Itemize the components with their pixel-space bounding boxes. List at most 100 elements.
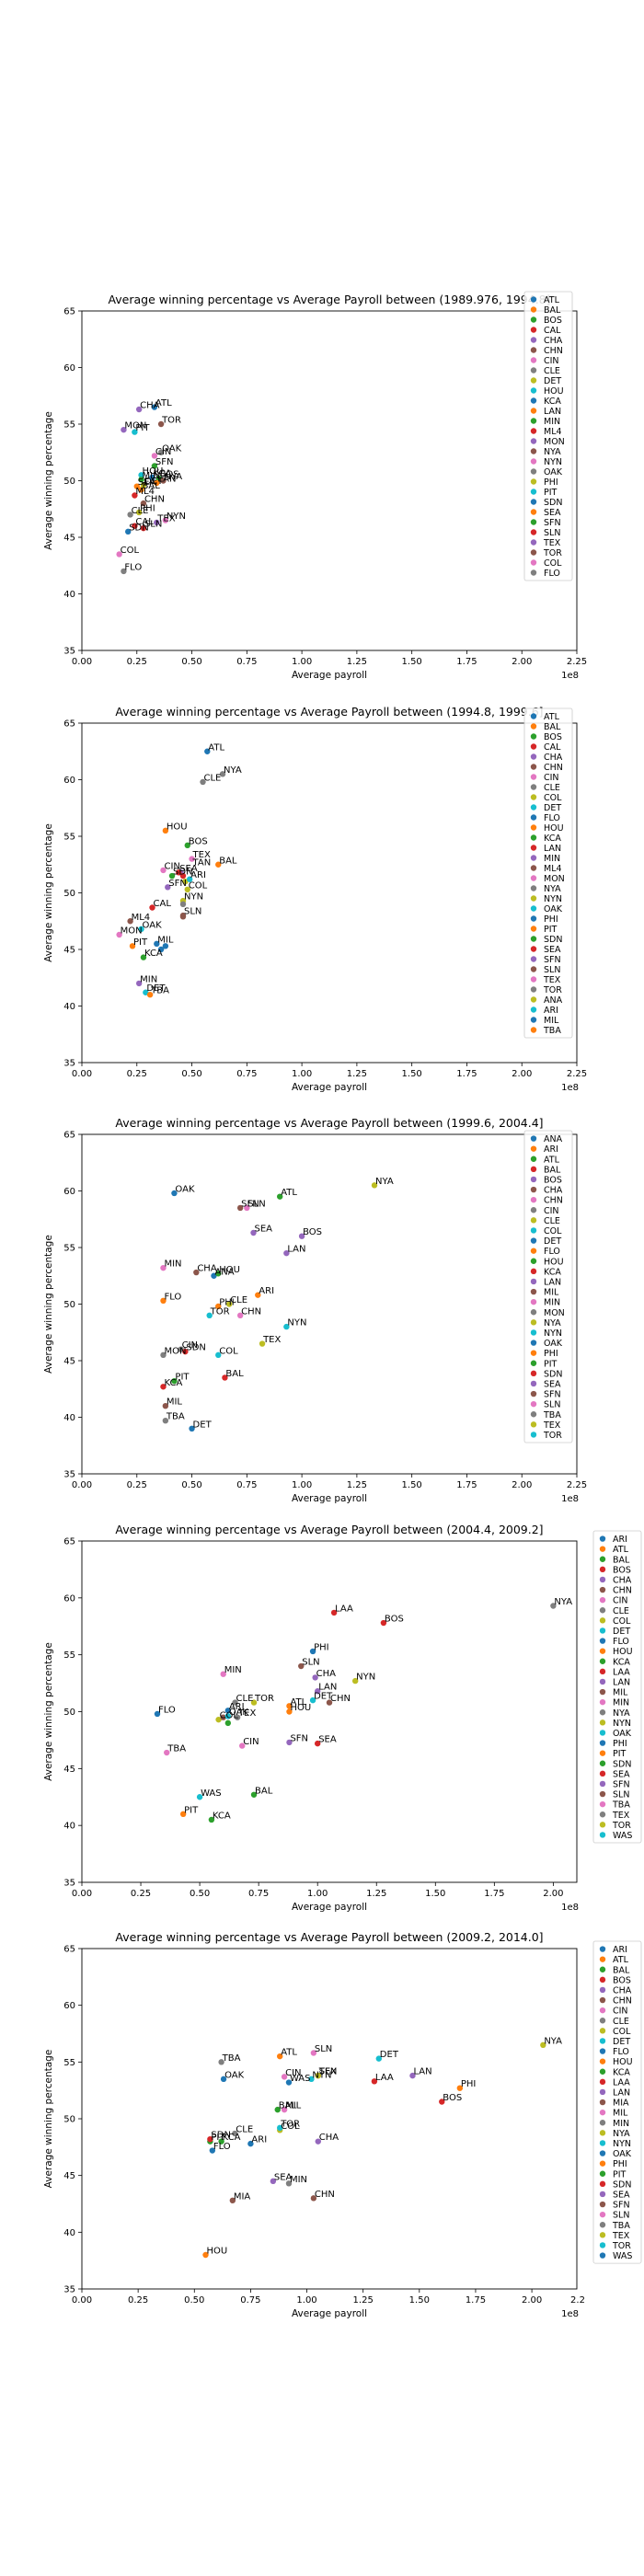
data-label: ML4 (132, 913, 151, 923)
legend-marker (530, 1186, 537, 1193)
legend-entry: FLO (544, 813, 560, 823)
legend-entry: TEX (543, 1420, 561, 1431)
data-point-atl (286, 1703, 293, 1709)
data-point-oak (157, 449, 165, 455)
x-tick-label: 1.00 (292, 1069, 312, 1079)
data-point-hou (138, 472, 144, 478)
legend-entry: MIA (613, 2099, 629, 2109)
x-tick-label: 0.50 (190, 1889, 210, 1899)
legend-entry: DET (544, 1236, 561, 1247)
legend-entry: PIT (544, 488, 558, 498)
x-tick-label: 0.00 (72, 1069, 92, 1079)
legend-entry: CHA (613, 1985, 632, 1995)
legend-marker (530, 895, 537, 902)
y-tick-label: 65 (63, 1131, 75, 1141)
data-point-ari (247, 2140, 254, 2147)
data-point-cin (151, 453, 158, 459)
y-tick-label: 35 (63, 1059, 75, 1069)
data-label: CHN (330, 1694, 351, 1704)
data-label: SDN (211, 2131, 231, 2141)
data-point-cal (149, 904, 155, 911)
data-label: NYA (375, 1177, 394, 1187)
data-point-det (189, 1425, 195, 1432)
legend-entry: OAK (544, 467, 563, 477)
x-scale-multiplier: 1e8 (561, 2309, 579, 2319)
y-tick-label: 65 (63, 1537, 75, 1547)
data-label: CLE (132, 506, 149, 516)
legend-entry: SEA (544, 508, 561, 518)
legend-frame (523, 1130, 573, 1443)
data-point-sea (133, 483, 140, 489)
data-point-pit (132, 429, 138, 435)
legend-entry: PIT (544, 1359, 558, 1369)
data-point-det (143, 989, 149, 995)
data-label: BOS (443, 2093, 462, 2103)
data-point-sfn (236, 1204, 244, 1212)
legend-entry: COL (544, 1226, 562, 1236)
legend-entry: ML4 (544, 864, 562, 874)
data-label: KCA (144, 949, 163, 959)
legend-marker (599, 2160, 606, 2167)
data-point-phi (162, 943, 169, 949)
x-tick-label: 1.75 (466, 2295, 486, 2306)
legend-entry: SEA (544, 945, 561, 955)
legend-entry: NYA (613, 1708, 630, 1719)
legend-entry: OAK (613, 2149, 632, 2159)
data-point-lan (409, 2072, 416, 2079)
data-point-atl (277, 1193, 283, 1200)
data-point-sfn (286, 1739, 293, 1746)
data-label: LAN (157, 474, 176, 484)
legend-marker (530, 529, 537, 535)
data-label: BAL (219, 856, 237, 866)
data-label: CLE (236, 2125, 253, 2135)
data-label: SDN (173, 868, 193, 878)
data-label: WAS (290, 2074, 311, 2084)
data-label: NYA (164, 472, 182, 482)
legend-entry: KCA (613, 2067, 630, 2077)
legend-entry: SDN (613, 1759, 631, 1769)
legend-entry: KCA (544, 397, 561, 407)
legend-marker (530, 1340, 537, 1346)
legend-marker (530, 804, 537, 811)
legend-marker (530, 549, 537, 556)
data-label: TBA (167, 1744, 186, 1754)
legend-marker (599, 2150, 606, 2156)
data-point-atl (151, 404, 158, 410)
data-label: SEA (318, 1735, 337, 1745)
x-axis-label: Average payroll (292, 1902, 367, 1913)
legend-entry: COL (613, 1616, 631, 1627)
legend-marker (530, 733, 537, 740)
x-tick-label: 2.2 (570, 2295, 585, 2306)
legend-marker (530, 966, 537, 972)
data-label: SLN (184, 907, 201, 917)
y-tick-label: 40 (63, 590, 75, 600)
legend-marker (599, 2078, 606, 2086)
legend-marker (599, 2048, 606, 2054)
data-label: BOS (385, 1615, 404, 1625)
x-tick-label: 1.25 (347, 1069, 367, 1079)
legend-entry: TBA (543, 1026, 561, 1036)
y-tick-label: 50 (63, 1708, 75, 1718)
x-tick-label: 2.00 (512, 657, 532, 667)
legend-entry: BOS (613, 1565, 631, 1575)
legend-entry: BOS (544, 732, 562, 742)
legend-entry: SFN (613, 2201, 630, 2211)
data-point-min (285, 2180, 293, 2187)
chart-5: Average winning percentage vs Average Pa… (43, 1930, 642, 2319)
legend-entry: TBA (543, 1410, 561, 1420)
legend-entry: CAL (544, 742, 561, 753)
legend-entry: SDN (544, 1369, 562, 1379)
y-tick-label: 50 (63, 2115, 75, 2125)
data-point-sea (314, 1740, 321, 1747)
y-tick-label: 60 (63, 1593, 75, 1604)
chart-title: Average winning percentage vs Average Pa… (115, 705, 543, 719)
data-point-chn (236, 1312, 244, 1319)
data-label: TBA (222, 2053, 241, 2064)
legend-marker (599, 2242, 606, 2248)
legend-entry: CHA (544, 753, 563, 763)
legend-marker (530, 499, 537, 505)
legend-marker (530, 1278, 537, 1285)
legend-entry: ML4 (544, 427, 562, 437)
legend-entry: CLE (544, 783, 560, 793)
legend-marker (530, 367, 537, 374)
